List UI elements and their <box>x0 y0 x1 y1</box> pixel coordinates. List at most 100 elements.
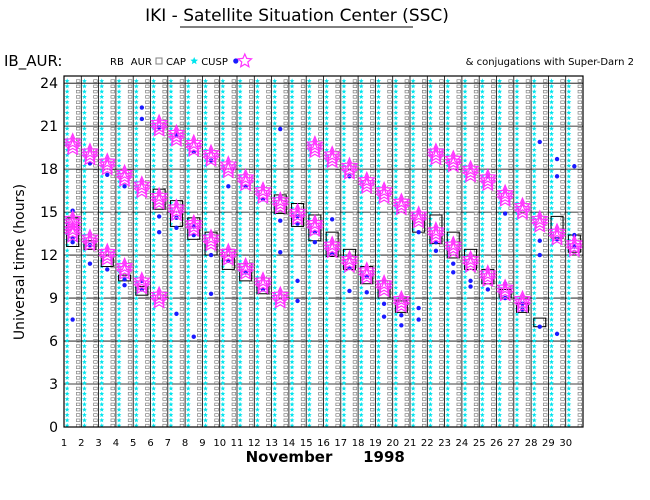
cap-marker <box>497 152 503 158</box>
y-tick-label: 18 <box>40 162 58 178</box>
cap-marker <box>289 163 295 168</box>
cusp-marker <box>451 270 456 275</box>
aur-marker <box>508 392 513 396</box>
aur-marker <box>249 360 254 364</box>
cap-marker <box>497 385 503 391</box>
aur-marker <box>491 222 496 226</box>
cap-marker <box>324 301 330 306</box>
conjugation-marker <box>271 190 290 209</box>
cap-marker <box>549 317 554 322</box>
aur-marker <box>318 180 323 184</box>
cap-marker <box>428 195 433 200</box>
cap-marker <box>185 242 191 248</box>
aur-marker <box>197 360 202 364</box>
cap-marker <box>272 99 278 105</box>
aur-marker <box>231 148 237 152</box>
cap-marker <box>306 94 312 99</box>
aur-marker <box>283 307 288 311</box>
cap-marker <box>306 179 312 184</box>
cap-marker <box>99 417 105 423</box>
aur-marker <box>283 360 288 364</box>
aur-marker <box>231 397 237 401</box>
cap-marker <box>116 242 122 248</box>
aur-marker <box>422 100 427 104</box>
cap-marker <box>497 401 503 407</box>
aur-marker <box>75 100 81 104</box>
aur-marker <box>508 376 513 380</box>
cap-marker <box>410 200 416 205</box>
aur-marker <box>404 254 409 258</box>
aur-marker <box>370 227 375 232</box>
aur-marker <box>214 132 219 136</box>
x-tick-label: 5 <box>130 438 136 449</box>
cap-marker <box>168 89 174 94</box>
aur-marker <box>179 328 185 332</box>
aur-marker <box>249 349 254 354</box>
cap-marker <box>272 407 278 412</box>
aur-marker <box>283 386 288 391</box>
aur-marker <box>422 264 427 269</box>
cap-marker <box>203 184 208 190</box>
aur-marker <box>508 312 513 316</box>
cap-marker <box>566 375 572 380</box>
aur-marker <box>179 79 185 83</box>
cap-marker <box>255 317 260 322</box>
cap-marker <box>410 311 416 317</box>
cap-marker <box>82 168 87 174</box>
cap-marker <box>410 136 416 142</box>
cap-marker <box>497 210 503 216</box>
aur-marker <box>197 339 202 343</box>
aur-marker <box>473 349 479 354</box>
cap-marker <box>393 131 399 137</box>
cap-marker <box>203 142 208 147</box>
cap-marker <box>82 417 87 423</box>
aur-marker <box>335 227 340 232</box>
aur-marker <box>179 317 185 322</box>
aur-marker <box>145 142 150 147</box>
cap-marker <box>203 104 208 110</box>
cap-marker <box>237 385 243 391</box>
aur-marker <box>249 238 254 242</box>
aur-marker <box>75 169 81 173</box>
aur-marker <box>127 418 133 422</box>
aur-marker <box>508 413 513 417</box>
cap-marker <box>410 417 416 423</box>
cap-marker <box>133 221 139 227</box>
aur-marker <box>266 259 271 263</box>
aur-marker <box>439 222 444 226</box>
aur-marker <box>335 339 340 343</box>
cap-marker <box>445 115 451 121</box>
cap-marker <box>341 274 347 280</box>
y-tick-label: 0 <box>49 420 58 436</box>
cap-marker <box>168 348 174 354</box>
cap-marker <box>203 285 208 290</box>
aur-marker <box>335 127 340 131</box>
cap-marker <box>324 131 330 137</box>
cap-marker <box>531 332 537 338</box>
cap-marker <box>324 375 330 380</box>
aur-marker <box>439 195 444 200</box>
aur-marker <box>197 264 202 269</box>
legend-aur-marker <box>155 57 163 65</box>
cap-marker <box>549 157 554 163</box>
aur-marker <box>560 89 565 94</box>
cap-marker <box>168 423 174 428</box>
cap-marker <box>82 375 87 380</box>
cap-marker <box>410 104 416 110</box>
cap-marker <box>341 385 347 391</box>
cap-marker <box>116 157 122 163</box>
conjugation-marker <box>461 255 480 273</box>
aur-marker <box>456 127 461 131</box>
cap-marker <box>341 226 347 232</box>
cap-marker <box>64 195 70 200</box>
cap-marker <box>428 184 433 190</box>
aur-marker <box>560 301 565 306</box>
aur-marker <box>300 386 306 391</box>
cap-marker <box>410 253 416 258</box>
aur-marker <box>197 79 202 83</box>
cap-marker <box>99 375 105 380</box>
cap-marker <box>168 327 174 333</box>
aur-marker <box>231 185 237 189</box>
aur-marker <box>75 344 81 348</box>
cap-marker <box>99 142 105 147</box>
